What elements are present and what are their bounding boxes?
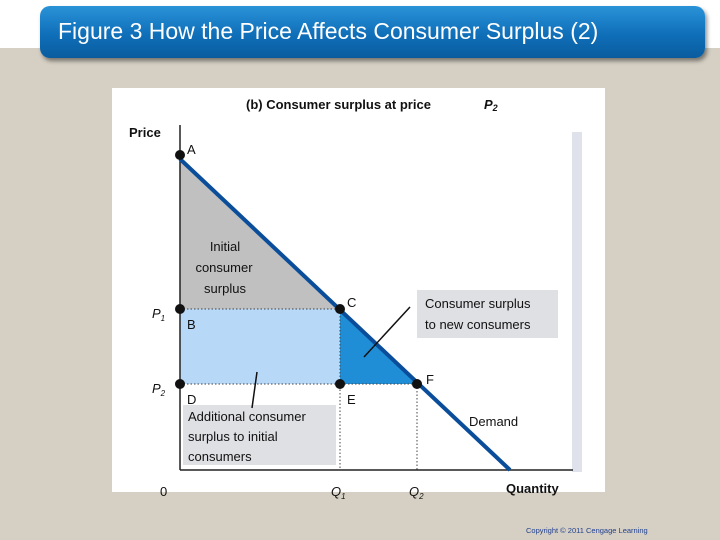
new-consumers-label-line1: Consumer surplus: [425, 296, 531, 311]
point-c-marker: [335, 304, 345, 314]
p2-label: P2: [152, 381, 166, 398]
additional-surplus-label-line2: surplus to initial: [188, 429, 278, 444]
panel-title-price-var: P2: [484, 97, 498, 113]
demand-label: Demand: [469, 414, 518, 429]
point-a-label: A: [187, 142, 196, 157]
point-f-label: F: [426, 372, 434, 387]
plot-frame-edge: [572, 132, 582, 472]
q2-label: Q2: [409, 484, 424, 501]
additional-surplus-label-line3: consumers: [188, 449, 252, 464]
point-f-marker: [412, 379, 422, 389]
y-axis-label: Price: [129, 125, 161, 140]
q1-label: Q1: [331, 484, 346, 501]
point-c-label: C: [347, 295, 356, 310]
x-axis-label: Quantity: [506, 481, 559, 496]
point-e-marker: [335, 379, 345, 389]
new-consumers-label-line2: to new consumers: [425, 317, 531, 332]
additional-surplus-label-line1: Additional consumer: [188, 409, 306, 424]
slide-title: Figure 3 How the Price Affects Consumer …: [58, 18, 599, 44]
copyright-notice: Copyright © 2011 Cengage Learning: [526, 526, 648, 535]
panel-title: (b) Consumer surplus at price: [246, 97, 431, 112]
additional-surplus-area: [180, 309, 340, 384]
point-d-marker: [175, 379, 185, 389]
new-consumers-leader-line: [363, 306, 411, 358]
additional-surplus-leader-line: [251, 371, 258, 409]
demand-curve: [178, 157, 512, 472]
initial-surplus-label-line3: surplus: [204, 281, 246, 296]
new-consumers-callout-box: [417, 290, 558, 338]
point-d-label: D: [187, 392, 196, 407]
point-a-marker: [175, 150, 185, 160]
origin-label: 0: [160, 484, 167, 499]
additional-surplus-callout-box: [183, 405, 336, 465]
point-b-marker: [175, 304, 185, 314]
point-e-label: E: [347, 392, 356, 407]
point-b-label: B: [187, 317, 196, 332]
initial-surplus-label-line1: Initial: [210, 239, 240, 254]
title-bar: [40, 6, 705, 58]
initial-surplus-label-line2: consumer: [195, 260, 253, 275]
p1-label: P1: [152, 306, 165, 323]
